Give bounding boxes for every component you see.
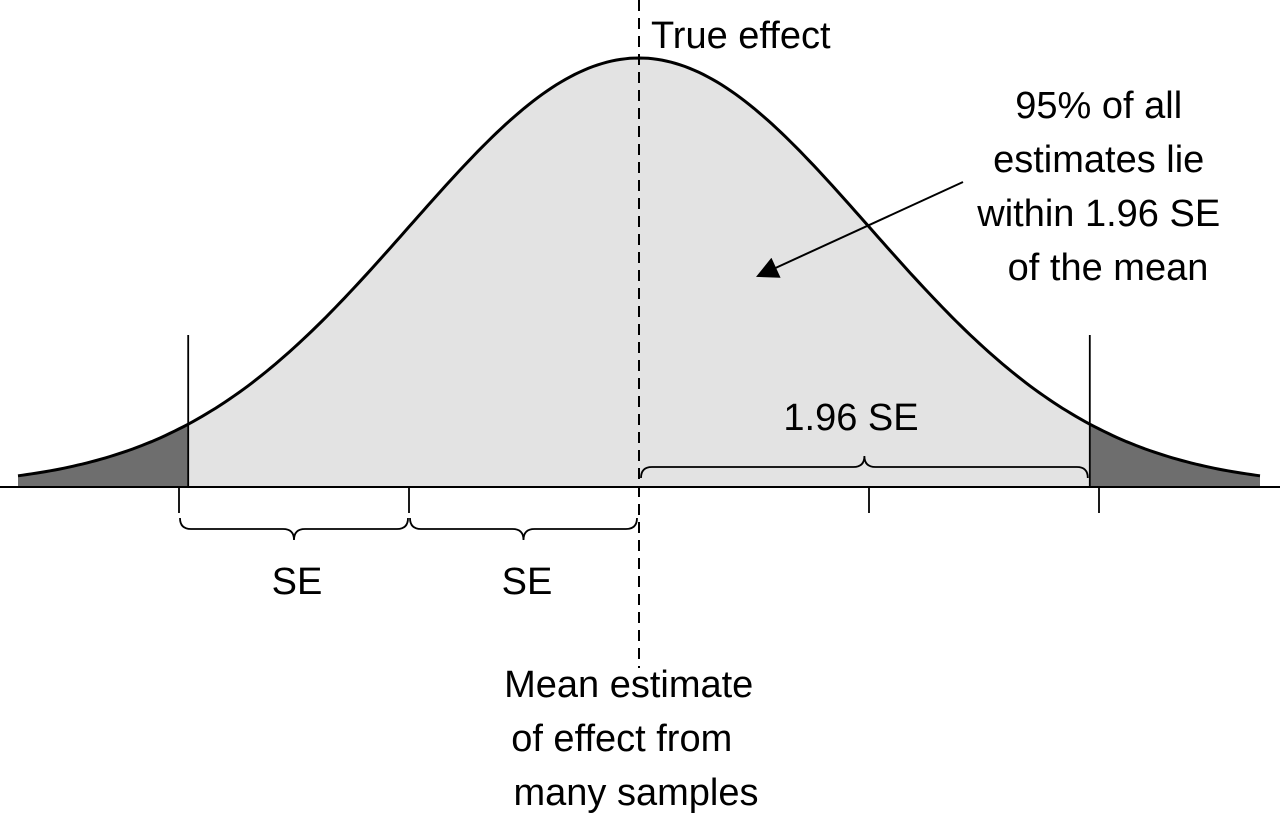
true-effect-label: True effect — [651, 15, 831, 57]
se-brace-left — [179, 517, 409, 541]
se-label-right: SE — [502, 561, 553, 603]
mean-estimate-label: Mean estimate of effect from many sample… — [504, 664, 764, 814]
brace-1-96-se — [640, 455, 1089, 479]
mean-label-line-1: Mean estimate — [504, 664, 753, 706]
left-tail-area — [18, 424, 189, 487]
annotation-arrow — [756, 181, 964, 278]
mean-label-line-2: of effect from — [511, 718, 732, 760]
se-label-left: SE — [272, 561, 323, 603]
annotation-line-1: 95% of all — [1015, 85, 1182, 127]
annotation-line-3: within 1.96 SE — [976, 193, 1220, 235]
label-1-96-se: 1.96 SE — [783, 397, 918, 439]
mean-label-line-3: many samples — [514, 772, 759, 814]
annotation-line-2: estimates lie — [993, 139, 1204, 181]
right-tail-area — [1089, 424, 1260, 487]
se-brace-right — [409, 517, 638, 541]
axis-ticks — [178, 487, 1100, 513]
annotation-line-4: of the mean — [1008, 247, 1209, 289]
annotation-text: 95% of all estimates lie within 1.96 SE … — [976, 85, 1230, 289]
